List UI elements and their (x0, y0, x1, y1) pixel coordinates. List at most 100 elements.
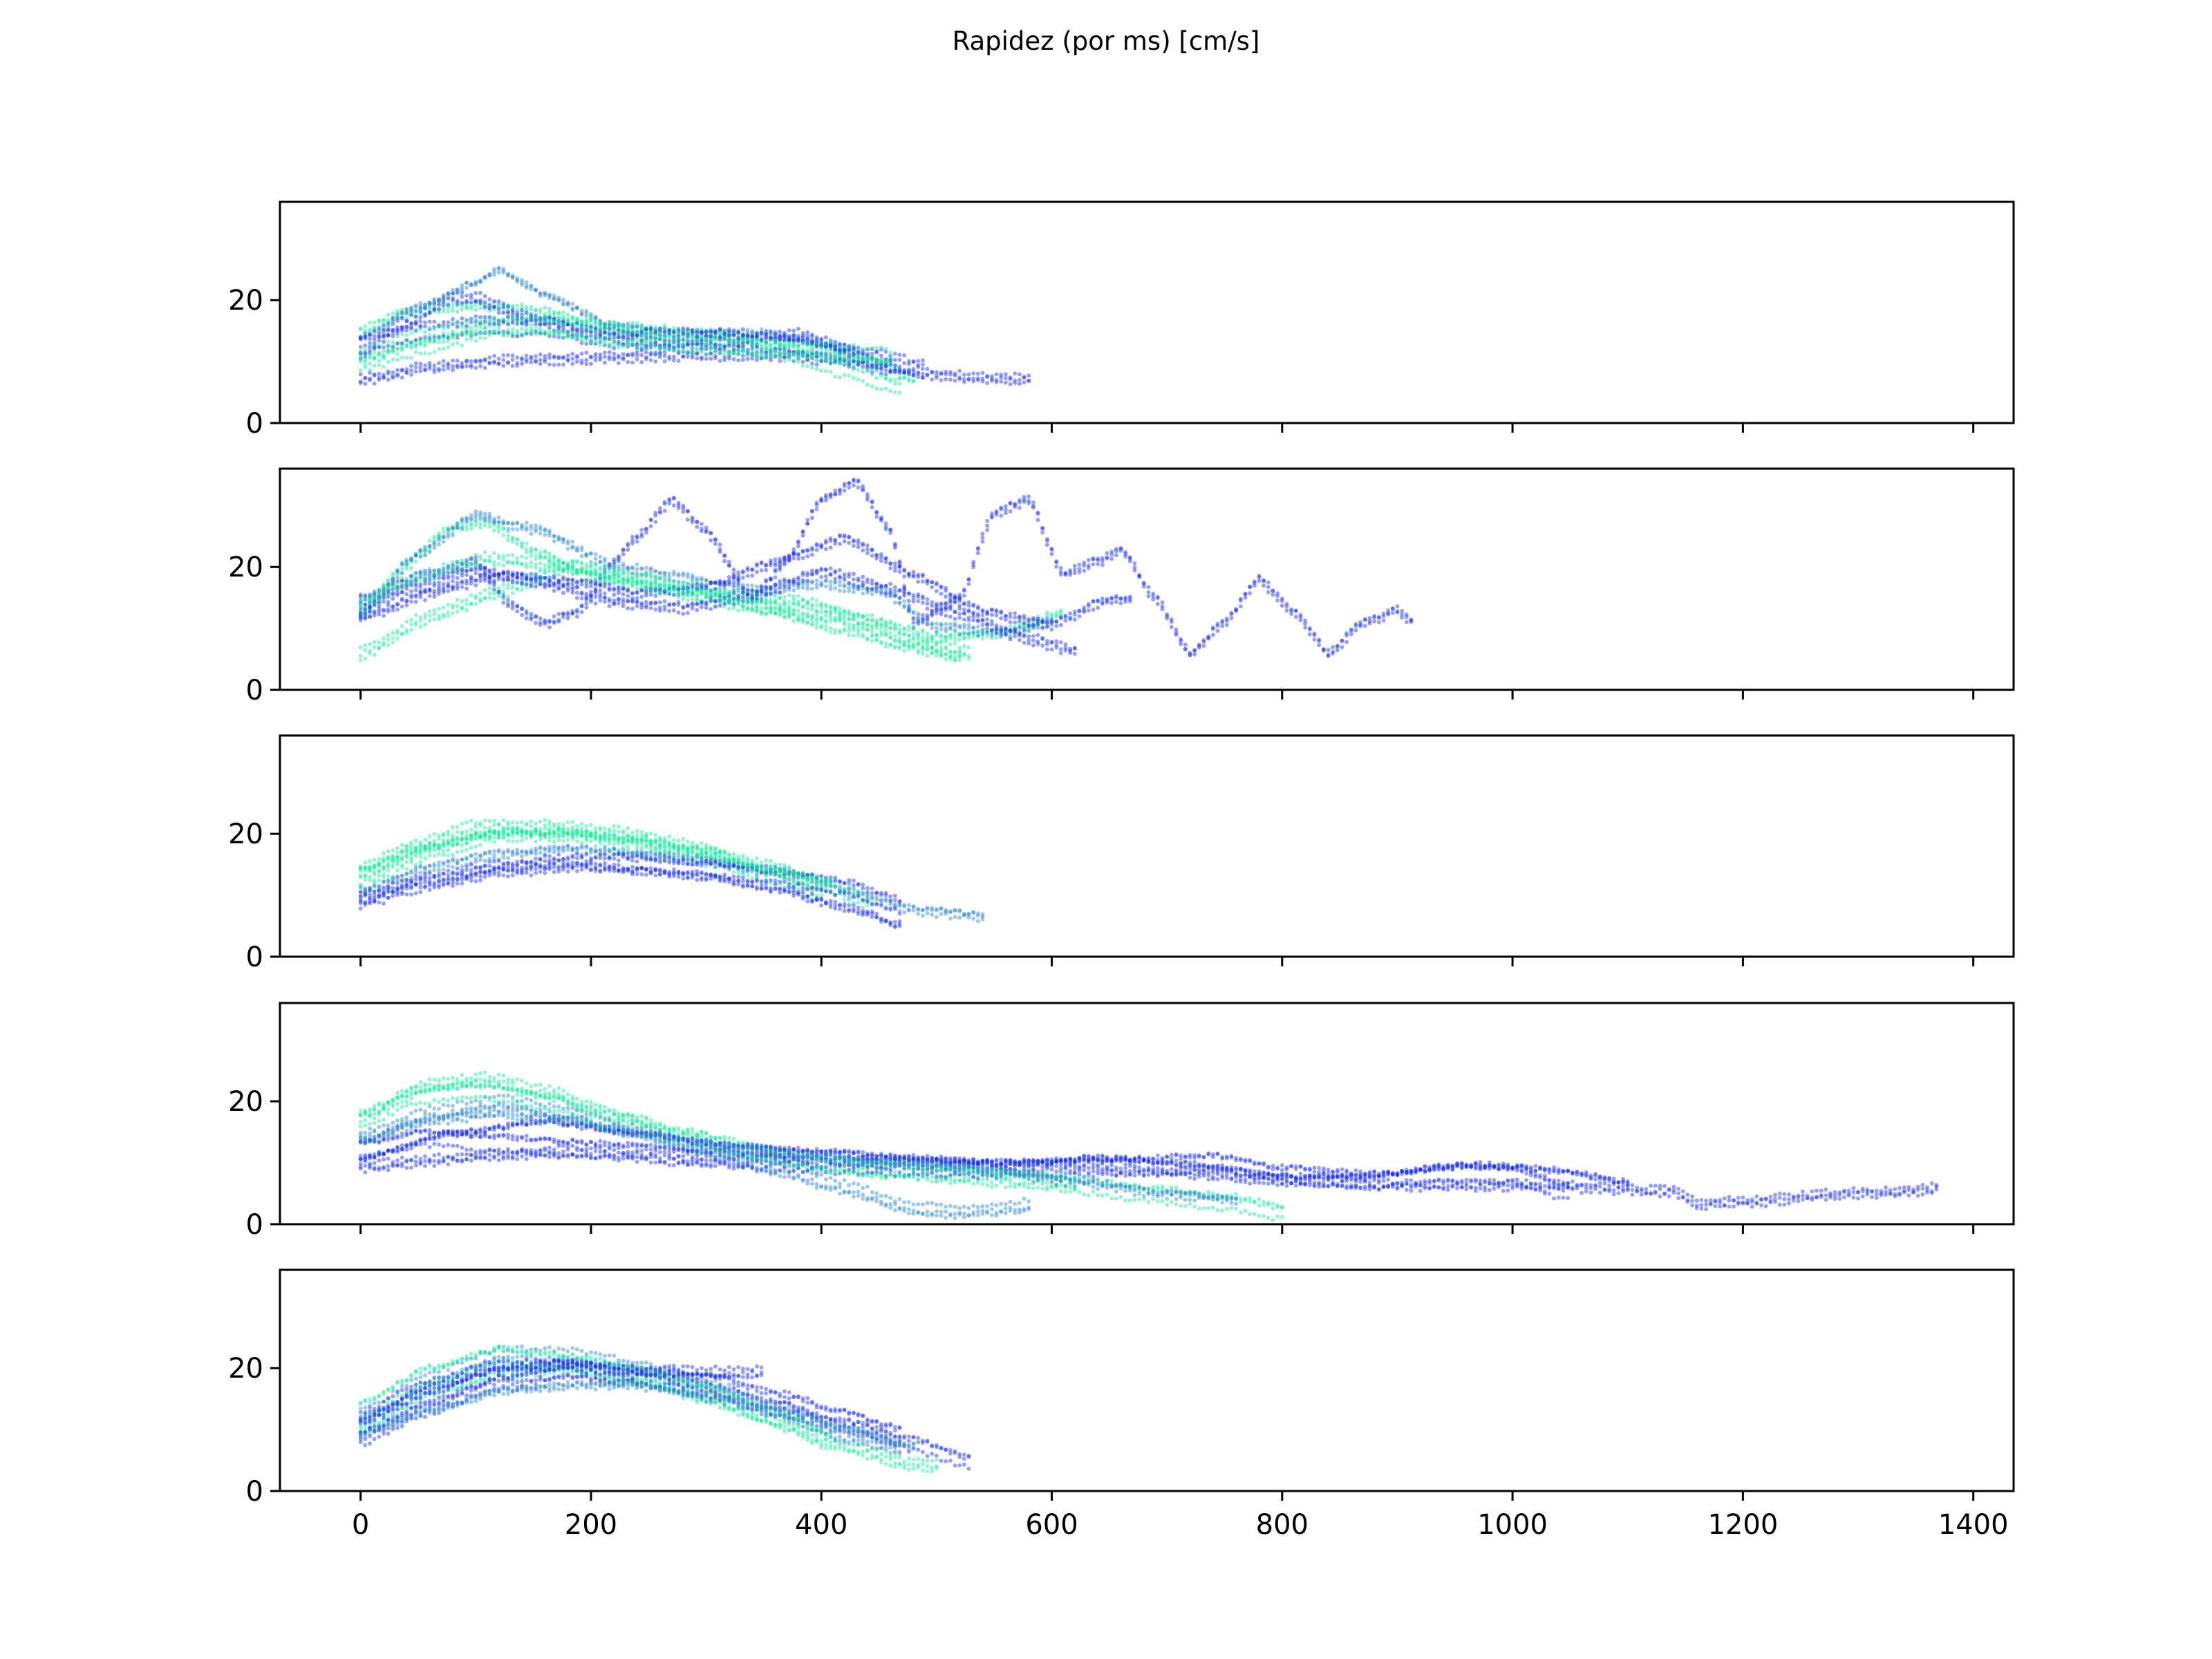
data-point (474, 299, 478, 304)
data-point (612, 344, 617, 348)
data-point (409, 344, 413, 348)
data-point (621, 352, 626, 357)
data-point (994, 635, 999, 640)
data-point (1367, 616, 1372, 621)
data-point (930, 377, 935, 382)
data-point (648, 337, 653, 342)
data-point (529, 304, 534, 309)
data-point (635, 329, 639, 334)
data-point (520, 332, 524, 337)
data-point (372, 639, 377, 644)
data-point (731, 580, 736, 585)
data-point (404, 319, 409, 324)
data-point (524, 308, 529, 312)
data-point (409, 373, 413, 377)
data-point (391, 357, 395, 362)
data-point (736, 341, 741, 346)
data-point (699, 346, 704, 350)
data-point (874, 365, 879, 369)
data-point (800, 597, 805, 602)
data-point (768, 346, 773, 351)
data-point (754, 357, 759, 362)
data-point (1404, 620, 1409, 624)
data-point (612, 355, 617, 360)
data-point (474, 523, 478, 527)
data-point (819, 341, 824, 346)
data-point (1003, 617, 1008, 622)
data-point (948, 632, 953, 637)
data-point (962, 601, 966, 606)
data-point (588, 316, 593, 321)
data-point (888, 619, 893, 624)
data-point (778, 596, 782, 601)
data-point (510, 273, 515, 278)
data-point (469, 330, 474, 335)
data-point (750, 583, 755, 588)
data-point (413, 329, 418, 334)
data-point (944, 601, 948, 606)
data-point (980, 636, 985, 641)
data-point (626, 333, 630, 338)
data-point (1008, 501, 1013, 506)
data-point (644, 327, 648, 332)
data-point (819, 359, 824, 364)
data-point (685, 350, 690, 355)
data-point (685, 328, 690, 332)
data-point (368, 348, 372, 353)
data-point (722, 336, 727, 341)
data-point (437, 297, 441, 302)
data-point (377, 344, 382, 348)
data-point (695, 350, 700, 355)
data-point (888, 360, 893, 365)
data-point (828, 545, 833, 550)
data-point (515, 355, 520, 360)
data-point (630, 565, 635, 570)
data-point (400, 310, 404, 315)
data-point (547, 551, 552, 556)
data-point (847, 344, 852, 349)
data-point (805, 356, 810, 361)
data-point (814, 585, 819, 590)
data-point (552, 534, 556, 538)
data-point (451, 301, 455, 306)
data-point (413, 369, 418, 374)
data-point (565, 317, 570, 321)
data-point (944, 377, 948, 382)
data-point (823, 352, 828, 357)
data-point (588, 362, 593, 366)
data-point (999, 507, 1004, 512)
data-point (635, 324, 639, 329)
data-point (418, 554, 423, 559)
data-point (731, 338, 736, 343)
data-point (819, 358, 824, 363)
data-point (482, 276, 487, 281)
data-point (883, 346, 888, 351)
data-point (561, 297, 565, 302)
data-point (556, 316, 561, 321)
data-point (400, 315, 404, 320)
data-point (409, 340, 413, 345)
data-point (796, 599, 800, 604)
data-point (616, 339, 621, 344)
data-point (451, 304, 455, 309)
data-point (879, 516, 883, 521)
data-point (478, 279, 482, 284)
data-point (754, 335, 759, 339)
data-point (662, 359, 667, 364)
data-point (506, 321, 510, 326)
data-point (413, 319, 418, 324)
data-point (561, 328, 565, 333)
data-point (906, 378, 911, 383)
data-point (966, 632, 971, 637)
data-point (837, 356, 842, 361)
data-point (925, 615, 930, 620)
data-point (543, 532, 547, 537)
data-point (441, 309, 446, 314)
data-point (372, 381, 377, 386)
data-point (584, 357, 589, 362)
data-point (911, 610, 916, 615)
data-point (782, 555, 787, 560)
data-point (962, 631, 966, 636)
data-point (644, 336, 648, 340)
data-point (427, 594, 432, 599)
